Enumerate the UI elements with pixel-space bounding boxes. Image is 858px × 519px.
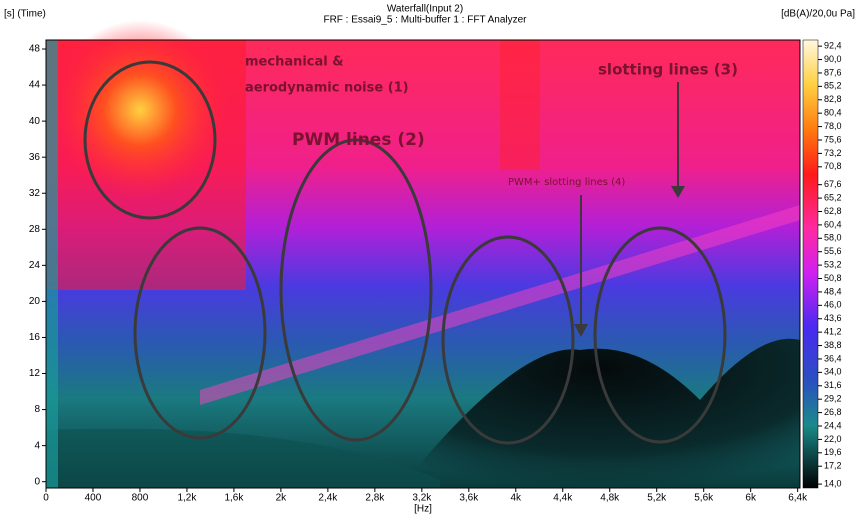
colorbar-tick-label: 36,4 [824, 353, 842, 363]
y-tick-label: 48 [29, 44, 41, 55]
x-tick-label: 2k [276, 493, 288, 504]
y-tick-label: 32 [29, 188, 41, 199]
colorbar-tick-label: 50,8 [824, 273, 842, 283]
colorbar-tick-label: 62,8 [824, 206, 842, 216]
colorbar-tick-label: 82,8 [824, 94, 842, 104]
x-tick-label: 5,6k [694, 493, 714, 504]
x-tick-label: 4k [511, 493, 523, 504]
x-tick-label: 0 [43, 493, 49, 504]
spectrogram-image [46, 20, 800, 488]
colorbar-tick-label: 46,0 [824, 300, 842, 310]
colorbar-label: [dB(A)/20,0u Pa] [781, 9, 855, 20]
annotation: PWM+ slotting lines (4) [508, 177, 625, 188]
colorbar-tick-label: 60,4 [824, 219, 842, 229]
colorbar-tick-label: 34,0 [824, 367, 842, 377]
x-tick-label: 3,2k [412, 493, 432, 504]
y-axis-label: [s] (Time) [4, 9, 46, 20]
colorbar-tick-label: 65,2 [824, 192, 842, 202]
y-tick-label: 4 [34, 440, 40, 451]
colorbar-tick-label: 26,8 [824, 407, 842, 417]
y-tick-label: 12 [29, 368, 41, 379]
colorbar-tick-label: 38,8 [824, 340, 842, 350]
colorbar-tick-label: 73,2 [824, 148, 842, 158]
x-tick-label: 5,2k [647, 493, 667, 504]
y-tick-label: 28 [29, 224, 41, 235]
colorbar-tick-label: 80,4 [824, 108, 842, 118]
y-tick-label: 0 [34, 476, 40, 487]
x-tick-label: 6,4k [788, 493, 808, 504]
y-tick-label: 24 [29, 260, 41, 271]
colorbar-tick-label: 41,2 [824, 327, 842, 337]
chart: [s] (Time) Waterfall(Input 2) FRF : Essa… [0, 0, 858, 514]
x-axis-label: [Hz] [414, 504, 432, 514]
x-tick-label: 4,8k [600, 493, 620, 504]
annotation: mechanical & [245, 55, 344, 70]
colorbar-tick-label: 24,4 [824, 420, 842, 430]
y-tick-label: 20 [29, 296, 41, 307]
colorbar-tick-label: 75,6 [824, 134, 842, 144]
x-tick-label: 1,6k [224, 493, 244, 504]
colorbar-tick-label: 43,6 [824, 313, 842, 323]
y-tick-label: 40 [29, 116, 41, 127]
y-tick-label: 44 [29, 80, 41, 91]
chart-subtitle: FRF : Essai9_5 : Multi-buffer 1 : FFT An… [323, 15, 527, 26]
x-tick-label: 2,4k [318, 493, 338, 504]
colorbar-tick-label: 70,8 [824, 161, 842, 171]
colorbar-tick-label: 87,6 [824, 67, 842, 77]
x-tick-label: 800 [132, 493, 149, 504]
colorbar-tick-label: 85,2 [824, 81, 842, 91]
x-tick-label: 4,4k [553, 493, 573, 504]
x-tick-label: 3,6k [459, 493, 479, 504]
annotation: slotting lines (3) [598, 61, 738, 79]
colorbar-tick-label: 48,4 [824, 286, 842, 296]
colorbar-tick-label: 55,6 [824, 246, 842, 256]
colorbar-tick-label: 78,0 [824, 121, 842, 131]
x-tick-label: 1,2k [177, 493, 197, 504]
colorbar [803, 40, 818, 488]
annotation: aerodynamic noise (1) [245, 81, 409, 96]
colorbar-tick-label: 67,6 [824, 179, 842, 189]
chart-title: Waterfall(Input 2) [387, 4, 463, 15]
colorbar-tick-label: 14,0 [824, 478, 842, 488]
x-tick-label: 400 [85, 493, 102, 504]
colorbar-tick-label: 90,0 [824, 54, 842, 64]
annotation: PWM lines (2) [292, 130, 425, 150]
y-tick-label: 16 [29, 332, 41, 343]
colorbar-tick-label: 19,6 [824, 447, 842, 457]
colorbar-tick-label: 53,2 [824, 259, 842, 269]
x-tick-label: 6k [745, 493, 757, 504]
y-tick-label: 36 [29, 152, 41, 163]
colorbar-tick-label: 92,4 [824, 41, 842, 51]
colorbar-tick-label: 58,0 [824, 233, 842, 243]
colorbar-tick-label: 22,0 [824, 434, 842, 444]
colorbar-tick-label: 17,2 [824, 461, 842, 471]
colorbar-tick-label: 31,6 [824, 380, 842, 390]
colorbar-tick-label: 29,2 [824, 394, 842, 404]
x-tick-label: 2,8k [365, 493, 385, 504]
y-tick-label: 8 [34, 404, 40, 415]
